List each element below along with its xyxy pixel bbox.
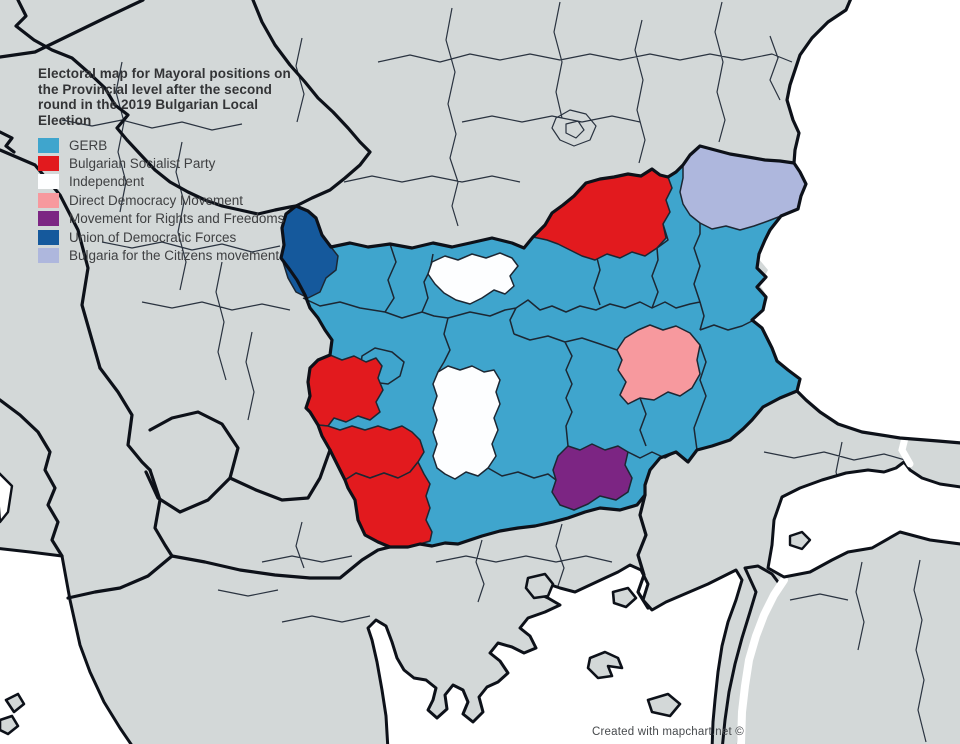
island-samothrace xyxy=(611,586,638,609)
region-pazardzhik[interactable] xyxy=(432,365,501,480)
region-pernik[interactable] xyxy=(305,354,384,427)
ionian-sea xyxy=(0,547,133,744)
black-sea-coastline xyxy=(785,0,960,445)
region-pleven[interactable] xyxy=(427,252,519,305)
islet-ionian-2 xyxy=(0,714,20,736)
dardanelles-strait xyxy=(737,576,788,744)
aegean-islands xyxy=(0,572,682,736)
border-greece-turkey xyxy=(636,493,650,610)
region-sliven[interactable] xyxy=(616,324,701,405)
border-bulgaria-outline xyxy=(279,144,808,549)
border-kosovo xyxy=(144,410,240,514)
border-montenegro-kosovo xyxy=(98,366,152,472)
island-thasos xyxy=(524,572,555,600)
border-albania-greece xyxy=(66,554,174,600)
border-fragment-left-edge xyxy=(0,130,16,154)
sea-of-marmara xyxy=(766,460,960,579)
mapchart-credit: Created with mapchart.net © xyxy=(592,726,744,738)
island-limnos xyxy=(586,650,624,680)
marmara-island xyxy=(788,530,812,551)
border-macedonia-greece xyxy=(170,545,392,580)
islet-ionian-1 xyxy=(4,692,26,714)
national-borders xyxy=(0,0,960,610)
border-serbia-macedonia xyxy=(228,448,332,502)
border-montenegro-coast xyxy=(0,398,64,558)
foreign-admin-borders xyxy=(61,1,927,743)
border-serbia-romania xyxy=(251,0,372,208)
border-hungary xyxy=(0,0,145,59)
border-albania-macedonia xyxy=(148,468,174,558)
island-gokceada xyxy=(646,692,682,718)
region-kardzhali[interactable] xyxy=(551,443,633,511)
bulgaria-province-borders xyxy=(302,168,753,481)
adriatic-notch xyxy=(0,472,14,524)
